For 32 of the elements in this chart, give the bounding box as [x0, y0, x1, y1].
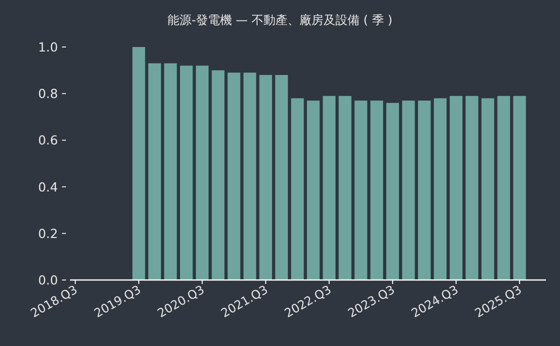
- y-tick-label: 0.0: [38, 272, 58, 288]
- bar: [354, 100, 368, 280]
- bar: [513, 96, 526, 280]
- bar: [196, 66, 209, 280]
- bar: [466, 96, 478, 280]
- chart-title: 能源-發電機 — 不動產、廠房及設備 ( 季 ): [168, 13, 392, 27]
- y-tick-label: 0.6: [38, 132, 58, 148]
- bar: [322, 96, 336, 280]
- bar: [497, 96, 510, 280]
- bar: [386, 102, 399, 280]
- bar: [228, 72, 240, 280]
- bar: [243, 72, 256, 280]
- y-tick-label: 0.8: [38, 86, 58, 102]
- bar: [132, 47, 146, 280]
- bar: [418, 100, 431, 280]
- y-tick-label: 1.0: [38, 40, 58, 54]
- y-tick-label: 0.4: [38, 179, 58, 194]
- bar: [212, 70, 224, 280]
- bar: [180, 66, 193, 280]
- bar: [148, 63, 161, 280]
- bar: [164, 63, 177, 280]
- bar: [434, 98, 447, 280]
- y-tick-label: 0.2: [38, 226, 58, 241]
- bar: [370, 100, 384, 280]
- bar: [306, 100, 320, 280]
- bar: [402, 100, 415, 280]
- bar: [291, 98, 304, 280]
- bar: [481, 98, 494, 280]
- bar: [338, 96, 352, 280]
- bar: [275, 74, 288, 280]
- bar: [450, 96, 462, 280]
- bar: [259, 74, 272, 280]
